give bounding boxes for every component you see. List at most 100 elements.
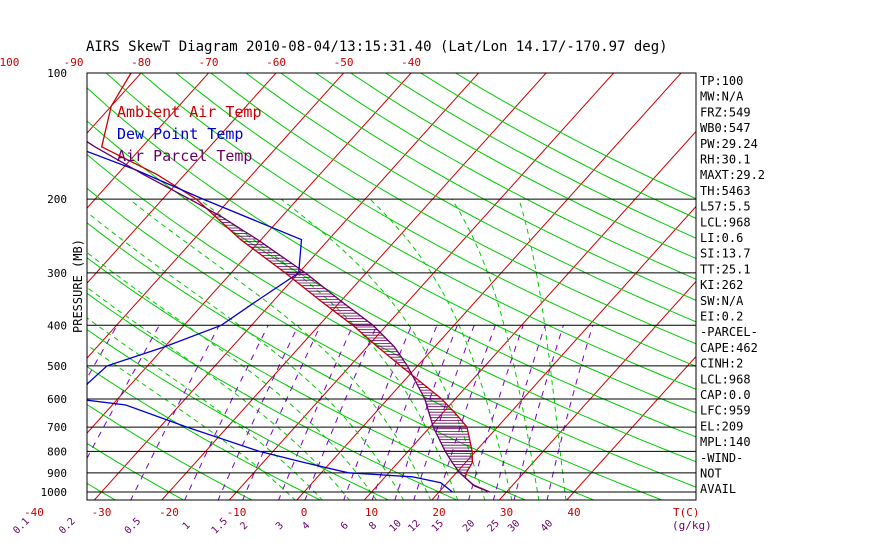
index-label: NOT	[700, 467, 722, 481]
index-label: MPL:140	[700, 435, 751, 449]
parcel-line	[87, 140, 490, 493]
mixing-ratio-line	[304, 325, 378, 500]
moist-adiabat-line	[128, 198, 432, 500]
index-label: CINH:2	[700, 357, 743, 371]
legend-entry: Air Parcel Temp	[117, 147, 252, 165]
top-temp-tick-label: -60	[266, 56, 286, 69]
dry-adiabat-line	[87, 153, 696, 488]
dry-adiabat-line	[87, 328, 390, 500]
bottom-temp-tick-label: -10	[227, 506, 247, 519]
moist-adiabat-line	[280, 198, 486, 500]
pressure-tick-label: 400	[47, 319, 67, 332]
bottom-temp-tick-label: 0	[301, 506, 308, 519]
index-label: LI:0.6	[700, 231, 743, 245]
moist-adiabat-line	[451, 198, 540, 500]
pressure-tick-label: 200	[47, 193, 67, 206]
moist-adiabat-line	[87, 211, 405, 500]
pressure-tick-label: 500	[47, 360, 67, 373]
top-temp-tick-label: -80	[131, 56, 151, 69]
index-label: KI:262	[700, 278, 743, 292]
moist-adiabat-line	[87, 251, 378, 500]
top-temperature-axis: -120-110-100-90-80-70-60-50-40	[0, 56, 421, 69]
legend-entry: Dew Point Temp	[117, 125, 243, 143]
index-label: -PARCEL-	[700, 325, 758, 339]
bottom-temp-tick-label: -40	[24, 506, 44, 519]
index-label: LCL:968	[700, 372, 751, 386]
dry-adiabat-line	[105, 73, 696, 414]
index-label: LCL:968	[700, 215, 751, 229]
mixing-ratio-line	[468, 325, 524, 500]
top-temp-tick-label: -70	[199, 56, 219, 69]
top-temp-tick-label: -90	[64, 56, 84, 69]
pressure-tick-label: 100	[47, 67, 67, 80]
y-axis-label: PRESSURE (MB)	[71, 239, 85, 333]
isotherm-line	[87, 73, 277, 284]
chart-title: AIRS SkewT Diagram 2010-08-04/13:15:31.4…	[86, 39, 668, 55]
index-label: RH:30.1	[700, 153, 751, 167]
isotherm-line	[87, 73, 345, 359]
dry-adiabat-line	[87, 120, 696, 463]
top-temp-tick-label: -100	[0, 56, 19, 69]
dry-adiabat-line	[315, 73, 696, 280]
dry-adiabat-line	[280, 73, 696, 301]
top-temp-tick-label: -40	[401, 56, 421, 69]
moist-adiabat-line	[87, 286, 350, 500]
index-label: EI:0.2	[700, 310, 743, 324]
dry-adiabat-line	[87, 257, 527, 500]
dry-adiabat-line	[87, 187, 664, 500]
pressure-tick-label: 1000	[41, 486, 68, 499]
bottom-temp-tick-label: -30	[92, 506, 112, 519]
dry-adiabat-line	[87, 222, 595, 500]
moist-adiabat-line	[87, 344, 296, 500]
pressure-tick-label: 300	[47, 267, 67, 280]
isotherm-line	[228, 73, 615, 500]
bottom-temp-tick-label: 20	[432, 506, 445, 519]
bottom-temp-tick-label: -20	[159, 506, 179, 519]
index-label: -WIND-	[700, 451, 743, 465]
moist-adiabat-line	[369, 198, 513, 500]
pressure-tick-label: 600	[47, 393, 67, 406]
legend: Ambient Air Temp Dew Point Temp Air Parcel…	[117, 103, 262, 165]
mixing-ratio-line	[513, 325, 564, 500]
top-temp-tick-label: -50	[334, 56, 354, 69]
profile-layer	[87, 73, 490, 493]
mixing-ratio-line	[217, 325, 299, 500]
index-label: SW:N/A	[700, 294, 744, 308]
pressure-axis: 100 200 300 400 500 600 700 800 900 1000	[41, 67, 68, 499]
index-label: WB0:547	[700, 121, 751, 135]
index-label: EL:209	[700, 419, 743, 433]
index-label: TT:25.1	[700, 262, 751, 276]
pressure-tick-label: 800	[47, 445, 67, 458]
grid-layer	[87, 73, 696, 500]
plot-frame	[86, 72, 697, 501]
mixing-ratio-line	[184, 325, 269, 500]
mixing-ratio-unit-label: (g/kg)	[672, 519, 712, 532]
isotherm-line	[93, 73, 480, 500]
index-label: PW:29.24	[700, 137, 758, 151]
dry-adiabat-line	[87, 292, 459, 500]
isotherm-line	[87, 73, 412, 434]
index-label: L57:5.5	[700, 200, 751, 214]
index-label: MW:N/A	[700, 90, 744, 104]
dry-adiabat-line	[140, 73, 696, 390]
moist-adiabat-line	[87, 317, 323, 500]
dry-adiabat-line	[87, 403, 253, 500]
index-label: LFC:959	[700, 404, 751, 418]
bottom-temp-tick-label: 30	[500, 506, 513, 519]
legend-entry: Ambient Air Temp	[117, 103, 262, 121]
mixing-ratio-line	[242, 325, 322, 500]
index-label: TP:100	[700, 74, 743, 88]
index-label: FRZ:549	[700, 105, 751, 119]
mixing-ratio-line	[278, 325, 354, 500]
isotherm-line	[161, 73, 547, 500]
isotherm-line	[431, 205, 696, 500]
mixing-ratio-line	[87, 325, 160, 460]
bottom-temp-tick-label: 10	[365, 506, 378, 519]
index-label: AVAIL	[700, 482, 736, 496]
dewpoint-line	[87, 150, 453, 493]
index-label: TH:5463	[700, 184, 751, 198]
index-label: CAP:0.0	[700, 388, 751, 402]
